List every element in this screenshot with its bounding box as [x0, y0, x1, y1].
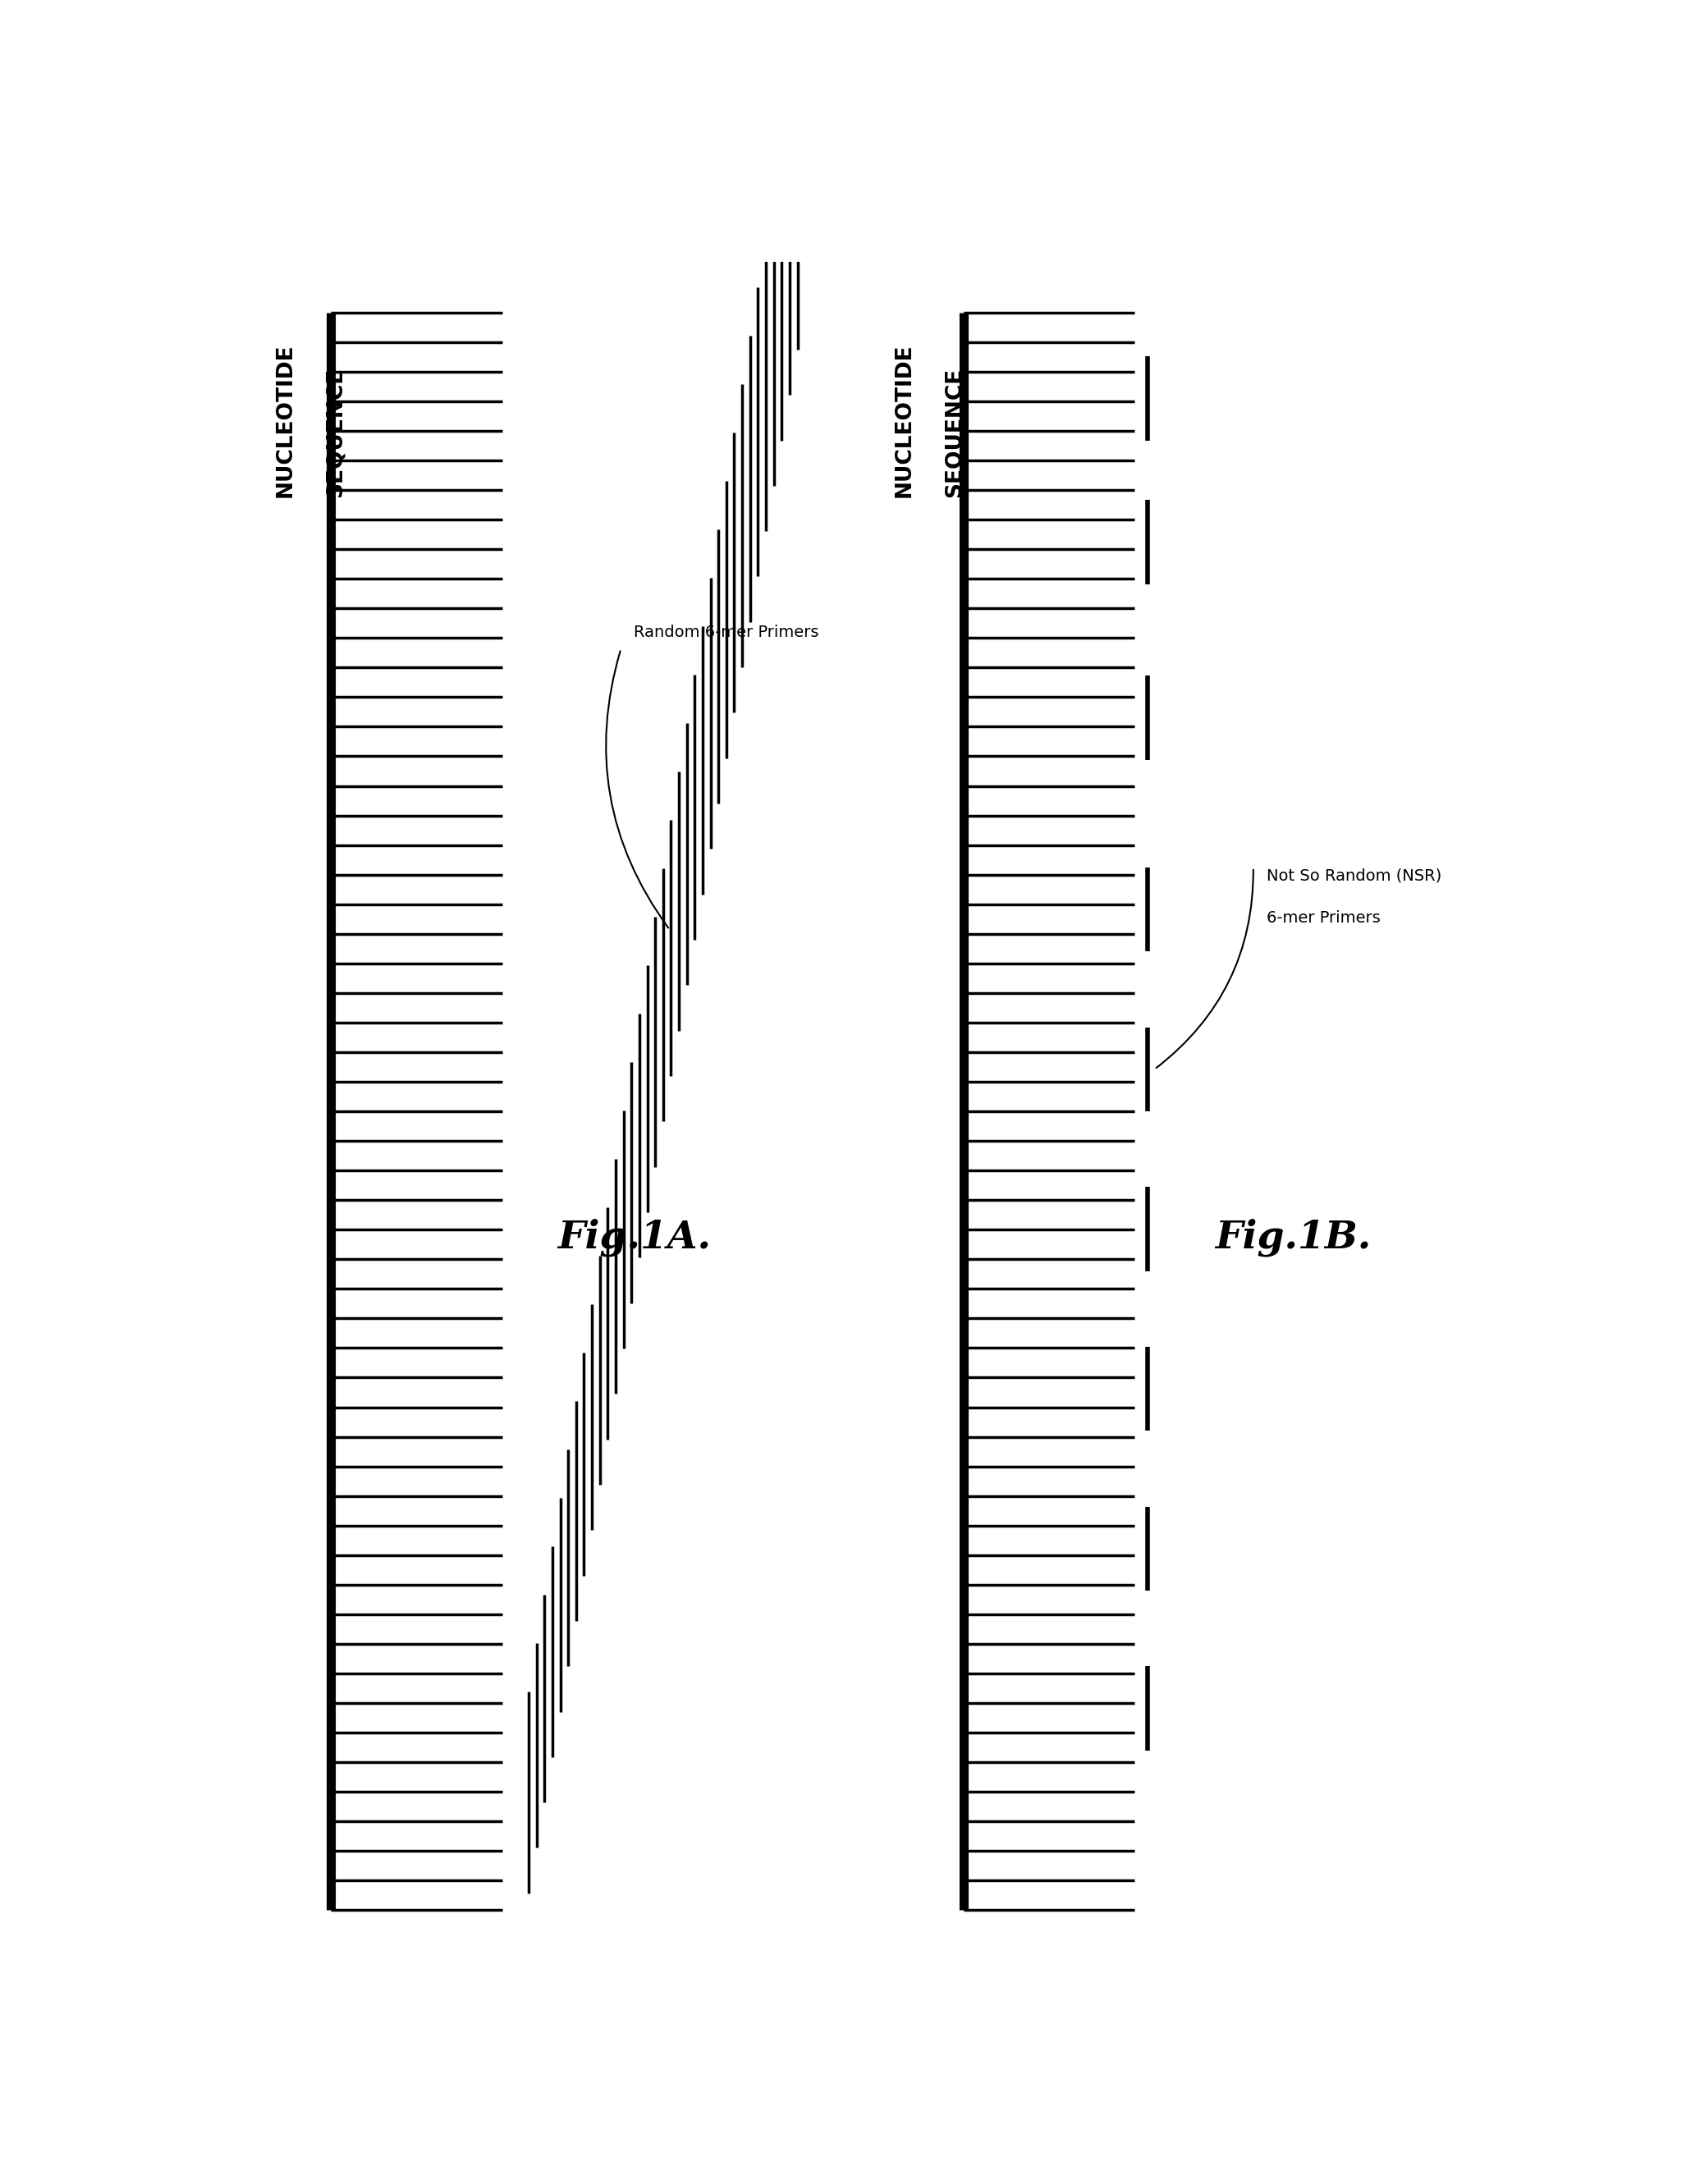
Text: Fig.1B.: Fig.1B. — [1216, 1219, 1370, 1256]
Text: SEQUENCE: SEQUENCE — [944, 367, 966, 498]
Text: SEQUENCE: SEQUENCE — [325, 367, 345, 498]
Text: Random 6-mer Primers: Random 6-mer Primers — [634, 625, 819, 640]
Text: NUCLEOTIDE: NUCLEOTIDE — [894, 343, 915, 498]
Text: NUCLEOTIDE: NUCLEOTIDE — [274, 343, 296, 498]
Text: 6-mer Primers: 6-mer Primers — [1266, 911, 1380, 926]
Text: Fig.1A.: Fig.1A. — [558, 1219, 711, 1256]
Text: Not So Random (NSR): Not So Random (NSR) — [1266, 867, 1442, 885]
